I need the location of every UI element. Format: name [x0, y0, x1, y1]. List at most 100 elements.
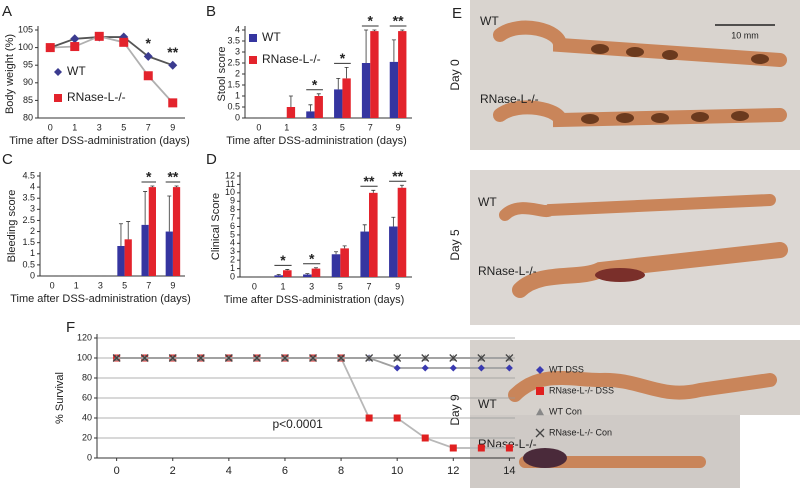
y-tick-label: 1.5: [227, 79, 240, 89]
x-axis-label: Time after DSS-administration (days): [226, 135, 407, 147]
colon: [493, 100, 787, 128]
y-tick-label: 4: [235, 24, 240, 34]
bar: [370, 31, 379, 119]
y-tick-label: 7: [230, 212, 235, 222]
bar: [306, 111, 315, 118]
x-tick-label: 5: [338, 281, 343, 291]
marker: [140, 354, 149, 362]
marker: [421, 354, 430, 362]
y-tick-label: 11: [226, 179, 235, 189]
bar: [397, 187, 407, 277]
panel-label: E: [452, 5, 462, 22]
legend-label: RNase-L-/-: [262, 52, 321, 66]
marker: [449, 364, 457, 372]
error-bar: [305, 273, 310, 275]
annotation: *: [368, 13, 374, 29]
y-axis-label: % Survival: [54, 372, 66, 424]
annotation: **: [392, 168, 403, 184]
marker: [393, 364, 401, 372]
x-tick-label: 0: [50, 280, 55, 290]
x-axis-label: Time after DSS-administration (days): [9, 135, 190, 147]
bar: [398, 31, 407, 119]
error-bar: [316, 93, 321, 96]
x-tick-label: 8: [338, 465, 344, 477]
y-tick-label: 1: [30, 248, 35, 258]
y-tick-label: 3: [230, 246, 235, 256]
bar: [124, 239, 132, 276]
legend-label: WT: [262, 30, 281, 44]
y-tick-label: 2: [30, 226, 35, 236]
y-tick-label: 95: [23, 60, 33, 70]
x-tick-label: 3: [98, 280, 103, 290]
y-tick-label: 3: [235, 46, 240, 56]
x-tick-label: 7: [368, 122, 373, 132]
x-tick-label: 9: [170, 280, 175, 290]
annotation: **: [167, 169, 178, 185]
x-tick-label: 0: [252, 281, 257, 291]
marker: [94, 31, 104, 41]
marker: [168, 98, 178, 108]
marker: [477, 354, 486, 362]
error-bar: [344, 67, 349, 79]
error-bar: [391, 216, 396, 227]
y-tick-label: 1.5: [22, 237, 35, 247]
annotation: **: [364, 173, 375, 189]
y-tick-label: 4.5: [22, 170, 35, 180]
error-bar: [362, 224, 367, 232]
marker: [505, 364, 513, 372]
colon: [508, 371, 777, 402]
marker: [252, 354, 261, 362]
x-tick-label: 1: [72, 122, 77, 132]
bar: [389, 226, 398, 277]
marker: [449, 354, 458, 362]
annotation: **: [393, 13, 404, 29]
x-tick-label: 3: [312, 122, 317, 132]
x-tick-label: 2: [170, 465, 176, 477]
x-tick-label: 3: [309, 281, 314, 291]
lesion: [595, 268, 645, 282]
x-tick-label: 5: [122, 280, 127, 290]
x-tick-label: 5: [340, 122, 345, 132]
y-tick-label: 4: [230, 238, 235, 248]
legend-label: RNase-L-/- DSS: [549, 385, 614, 395]
error-bar: [308, 104, 313, 112]
y-tick-label: 3: [30, 204, 35, 214]
annotation: **: [167, 44, 178, 60]
legend-label: RNase-L-/- Con: [549, 427, 612, 437]
colon: [499, 194, 776, 221]
error-bar: [342, 245, 347, 249]
error-bar: [276, 274, 281, 276]
y-tick-label: 10: [225, 187, 235, 197]
marker: [168, 60, 178, 70]
x-tick-label: 0: [48, 122, 53, 132]
marker: [393, 354, 402, 362]
x-tick-label: 7: [146, 122, 151, 132]
y-tick-label: 9: [230, 196, 235, 206]
legend-marker: [54, 68, 62, 76]
y-tick-label: 80: [82, 372, 92, 382]
marker: [365, 354, 374, 362]
x-tick-label: 0: [256, 122, 261, 132]
photo: [470, 415, 740, 488]
y-axis-label: Body weight (%): [4, 34, 16, 114]
y-tick-label: 0: [235, 112, 240, 122]
y-tick-label: 0.5: [227, 101, 240, 111]
x-tick-label: 12: [447, 465, 459, 477]
day-label: Day 9: [448, 394, 462, 426]
marker: [70, 42, 80, 52]
y-tick-label: 80: [23, 112, 33, 122]
x-tick-label: 9: [396, 122, 401, 132]
panel-label: F: [66, 319, 75, 336]
marker: [168, 354, 177, 362]
x-tick-label: 1: [284, 122, 289, 132]
panel-label: A: [2, 3, 12, 20]
error-bar: [336, 78, 341, 90]
y-tick-label: 105: [18, 24, 33, 34]
x-tick-label: 5: [121, 122, 126, 132]
marker: [119, 37, 129, 47]
y-axis-label: Clinical Score: [210, 193, 222, 260]
y-tick-label: 100: [77, 352, 92, 362]
annotation: *: [146, 169, 152, 185]
y-tick-label: 90: [23, 77, 33, 87]
line: [49, 36, 174, 67]
